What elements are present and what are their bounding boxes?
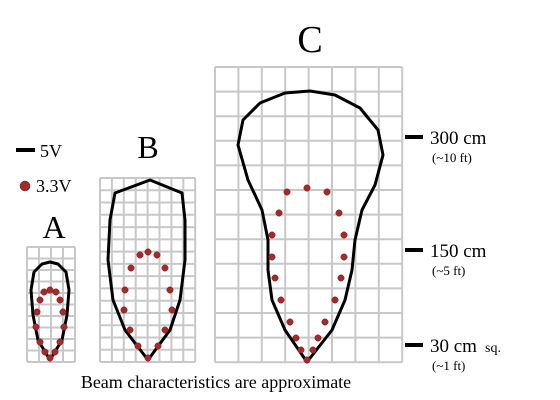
beam-dot	[32, 323, 40, 331]
beam-dot	[136, 251, 144, 259]
beam-dot	[321, 318, 329, 326]
beam-dot	[271, 274, 279, 282]
beam-b-outline	[106, 178, 187, 362]
beam-dot	[154, 342, 162, 350]
beam-dot	[286, 318, 294, 326]
beam-dot	[144, 354, 152, 362]
beam-dot	[166, 286, 174, 294]
beam-dot	[36, 338, 44, 346]
beam-dot	[277, 296, 285, 304]
beam-dot	[144, 248, 152, 256]
scale-sub: (~5 ft)	[432, 263, 465, 278]
beam-dot	[275, 209, 283, 217]
beam-dot	[56, 296, 64, 304]
scale-main: 30 cm	[430, 336, 477, 357]
beam-dot	[340, 253, 348, 261]
scale-sub: (~10 ft)	[432, 150, 472, 165]
label-c: C	[297, 19, 322, 61]
beam-dot	[268, 253, 276, 261]
scale-main: 150 cm	[430, 241, 487, 262]
beam-dot	[59, 308, 67, 316]
grids	[26, 66, 404, 364]
beam-dot	[283, 188, 291, 196]
beam-dot	[268, 231, 276, 239]
beam-dot	[127, 264, 135, 272]
beam-dot	[323, 188, 331, 196]
beam-dot	[161, 264, 169, 272]
beam-dot	[56, 338, 64, 346]
label-a: A	[42, 209, 65, 245]
beam-dot	[120, 306, 128, 314]
beam-dot	[303, 184, 311, 192]
beam-dot	[153, 251, 161, 259]
beam-dot	[36, 296, 44, 304]
legend-solid: 5V	[40, 141, 62, 161]
beam-dot	[309, 346, 317, 354]
scale-extra: sq.	[485, 341, 501, 356]
beam-dot	[292, 334, 300, 342]
label-b: B	[137, 129, 158, 165]
dots	[32, 184, 348, 364]
beam-dot	[314, 334, 322, 342]
beam-dot	[337, 274, 345, 282]
beam-dot	[331, 296, 339, 304]
beam-dot	[52, 288, 60, 296]
beam-dot	[297, 346, 305, 354]
caption: Beam characteristics are approximate	[81, 372, 351, 392]
beam-dot	[33, 308, 41, 316]
legend-dot	[19, 180, 31, 192]
beam-dot	[168, 306, 176, 314]
beam-dot	[46, 354, 54, 362]
beam-dot	[60, 323, 68, 331]
beam-dot	[51, 348, 59, 356]
scale-sub: (~1 ft)	[432, 358, 465, 373]
beam-dot	[134, 342, 142, 350]
beam-dot	[303, 356, 311, 364]
beam-dot	[121, 286, 129, 294]
beam-dot	[335, 209, 343, 217]
beam-dot	[340, 231, 348, 239]
beam-dot	[46, 286, 54, 294]
beam-dot	[161, 326, 169, 334]
beam-c-outline	[236, 89, 385, 364]
beam-dot	[40, 288, 48, 296]
beam-dot	[41, 348, 49, 356]
legend-dots: 3.3V	[36, 176, 72, 196]
scale-main: 300 cm	[430, 128, 487, 149]
beam-a-outline	[29, 260, 71, 362]
beam-dot	[126, 326, 134, 334]
